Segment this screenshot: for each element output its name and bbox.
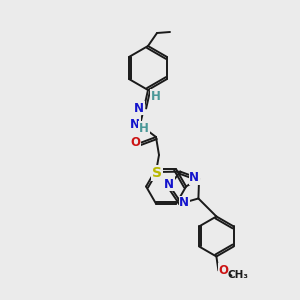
Text: N: N [179,196,189,209]
Text: N: N [130,118,140,130]
Text: H: H [151,89,161,103]
Text: N: N [164,178,174,191]
Text: N: N [134,101,144,115]
Text: N: N [189,171,199,184]
Text: H: H [139,122,149,134]
Text: CH₃: CH₃ [228,271,249,281]
Text: S: S [152,166,162,180]
Text: O: O [130,136,140,148]
Text: O: O [218,264,228,277]
